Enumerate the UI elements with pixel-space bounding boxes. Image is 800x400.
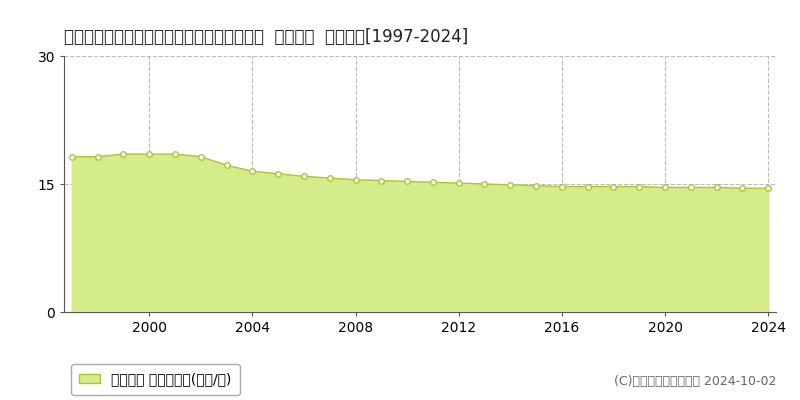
Text: (C)土地価格ドットコム 2024-10-02: (C)土地価格ドットコム 2024-10-02 [614,375,776,388]
Text: 福井県敦賀市公文名１５号木戸ノ上１４番５  基準地価  地価推移[1997-2024]: 福井県敦賀市公文名１５号木戸ノ上１４番５ 基準地価 地価推移[1997-2024… [64,28,468,46]
Legend: 基準地価 平均坪単価(万円/坪): 基準地価 平均坪単価(万円/坪) [71,364,240,395]
